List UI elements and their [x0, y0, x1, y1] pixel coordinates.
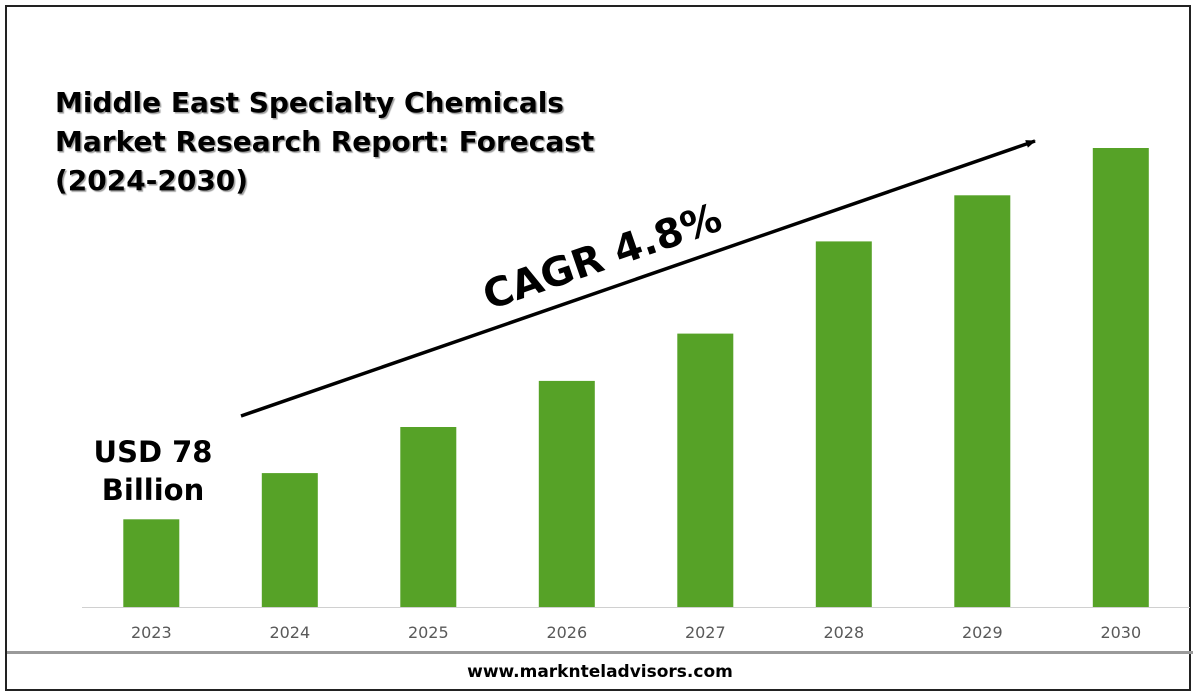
x-tick-label-2026: 2026	[546, 623, 587, 642]
bar-2025	[400, 427, 457, 607]
footer-website: www.marknteladvisors.com	[467, 662, 733, 682]
bar-2026	[538, 380, 595, 607]
x-tick-label-2028: 2028	[823, 623, 864, 642]
x-tick-label-2030: 2030	[1100, 623, 1141, 642]
x-tick-label-2029: 2029	[962, 623, 1003, 642]
x-tick-label-2027: 2027	[685, 623, 726, 642]
cagr-arrow	[240, 139, 1036, 418]
bar-2028	[815, 241, 872, 607]
bar-2023	[123, 519, 180, 608]
bars-group	[123, 148, 1149, 608]
footer-divider	[7, 651, 1193, 654]
x-tick-label-2024: 2024	[269, 623, 310, 642]
bar-2029	[954, 195, 1011, 608]
cagr-label: CAGR 4.8%	[477, 195, 727, 319]
bar-2027	[677, 333, 734, 607]
x-tick-label-2025: 2025	[408, 623, 449, 642]
start-value-label: USD 78 Billion	[93, 435, 213, 507]
bar-2030	[1092, 148, 1149, 607]
x-tick-label-2023: 2023	[131, 623, 172, 642]
bar-2024	[261, 473, 318, 607]
chart-title: Middle East Specialty Chemicals Market R…	[55, 86, 595, 197]
x-tick-labels: 2023 2024 2025 2026 2027 2028 2029 2030	[131, 623, 1141, 642]
